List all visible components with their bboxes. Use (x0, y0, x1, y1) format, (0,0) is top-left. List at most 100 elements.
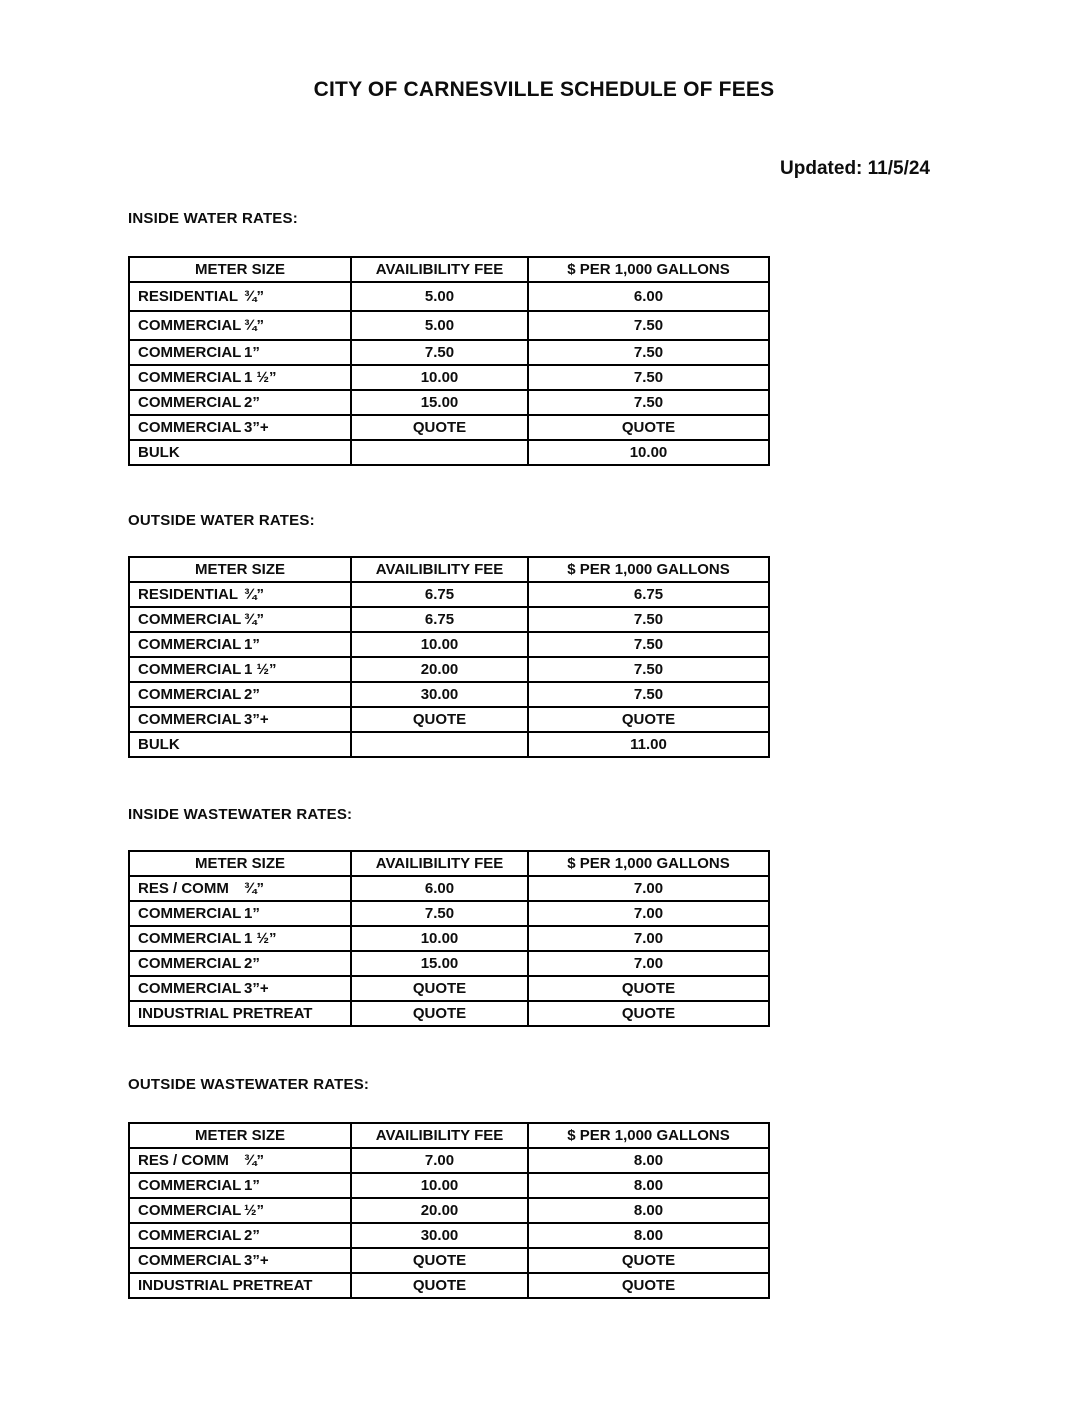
table-row: COMMERCIAL 1” 7.50 7.00 (128, 900, 770, 927)
customer-type: RESIDENTIAL (138, 288, 239, 305)
per-1000-gallons: 7.50 (527, 606, 770, 633)
table-row: COMMERCIAL 2” 15.00 7.50 (128, 389, 770, 416)
per-1000-gallons: 7.50 (527, 310, 770, 341)
per-1000-gallons: QUOTE (527, 706, 770, 733)
col-header-per-1000-gallons: $ PER 1,000 GALLONS (527, 556, 770, 583)
meter-size: ¾” (244, 288, 265, 305)
meter-size: ¾” (244, 586, 265, 603)
meter-size: 3”+ (244, 419, 269, 436)
per-1000-gallons: 7.50 (527, 681, 770, 708)
customer-type: COMMERCIAL (138, 661, 242, 678)
customer-type: COMMERCIAL (138, 905, 242, 922)
customer-type: COMMERCIAL (138, 419, 242, 436)
customer-type: RES / COMM (138, 880, 229, 897)
availability-fee: 20.00 (350, 1197, 529, 1224)
availability-fee: 6.00 (350, 875, 529, 902)
customer-type: COMMERCIAL (138, 711, 242, 728)
table-row: COMMERCIAL 1” 7.50 7.50 (128, 339, 770, 366)
table-row: COMMERCIAL 1 ½” 10.00 7.50 (128, 364, 770, 391)
table-row: RES / COMM ¾” 7.00 8.00 (128, 1147, 770, 1174)
section-heading-inside-wastewater: INSIDE WASTEWATER RATES: (128, 806, 353, 823)
customer-type: COMMERCIAL (138, 636, 242, 653)
availability-fee: QUOTE (350, 1272, 529, 1299)
col-header-meter-size: METER SIZE (128, 556, 352, 583)
per-1000-gallons: 7.00 (527, 900, 770, 927)
table-row: COMMERCIAL ½” 20.00 8.00 (128, 1197, 770, 1224)
per-1000-gallons: 6.00 (527, 281, 770, 312)
availability-fee (350, 439, 529, 466)
per-1000-gallons: 8.00 (527, 1147, 770, 1174)
availability-fee: 7.00 (350, 1147, 529, 1174)
meter-size: 2” (244, 394, 260, 411)
availability-fee: 10.00 (350, 925, 529, 952)
updated-date: Updated: 11/5/24 (780, 158, 930, 179)
meter-size: 1” (244, 636, 260, 653)
inside-water-rates-table: METER SIZE AVAILIBILITY FEE $ PER 1,000 … (128, 256, 770, 466)
customer-type: COMMERCIAL (138, 1227, 242, 1244)
meter-size: 1” (244, 905, 260, 922)
col-header-availability-fee: AVAILIBILITY FEE (350, 556, 529, 583)
section-heading-inside-water: INSIDE WATER RATES: (128, 210, 298, 227)
availability-fee: 15.00 (350, 950, 529, 977)
availability-fee: 30.00 (350, 1222, 529, 1249)
meter-size: 1” (244, 344, 260, 361)
customer-type: BULK (138, 444, 180, 461)
customer-type: COMMERCIAL (138, 1252, 242, 1269)
page-title: CITY OF CARNESVILLE SCHEDULE OF FEES (313, 78, 775, 101)
col-header-per-1000-gallons: $ PER 1,000 GALLONS (527, 256, 770, 283)
table-row: COMMERCIAL 3”+ QUOTE QUOTE (128, 1247, 770, 1274)
customer-type: COMMERCIAL (138, 317, 242, 334)
customer-type: COMMERCIAL (138, 980, 242, 997)
per-1000-gallons: 11.00 (527, 731, 770, 758)
availability-fee: 5.00 (350, 281, 529, 312)
per-1000-gallons: QUOTE (527, 975, 770, 1002)
availability-fee: 6.75 (350, 606, 529, 633)
availability-fee: QUOTE (350, 975, 529, 1002)
section-heading-outside-wastewater: OUTSIDE WASTEWATER RATES: (128, 1076, 370, 1093)
table-row: COMMERCIAL 3”+ QUOTE QUOTE (128, 975, 770, 1002)
meter-size: ¾” (244, 1152, 265, 1169)
customer-type: INDUSTRIAL PRETREAT (138, 1277, 313, 1294)
table-header-row: METER SIZE AVAILIBILITY FEE $ PER 1,000 … (128, 256, 770, 283)
per-1000-gallons: 8.00 (527, 1197, 770, 1224)
col-header-availability-fee: AVAILIBILITY FEE (350, 256, 529, 283)
table-row: RES / COMM ¾” 6.00 7.00 (128, 875, 770, 902)
table-row: COMMERCIAL 1 ½” 10.00 7.00 (128, 925, 770, 952)
col-header-availability-fee: AVAILIBILITY FEE (350, 1122, 529, 1149)
availability-fee: 7.50 (350, 339, 529, 366)
per-1000-gallons: QUOTE (527, 1000, 770, 1027)
meter-size: 1 ½” (244, 369, 277, 386)
per-1000-gallons: 7.00 (527, 875, 770, 902)
availability-fee: 10.00 (350, 631, 529, 658)
table-row: COMMERCIAL ¾” 5.00 7.50 (128, 310, 770, 341)
per-1000-gallons: 7.00 (527, 950, 770, 977)
availability-fee (350, 731, 529, 758)
availability-fee: QUOTE (350, 414, 529, 441)
availability-fee: QUOTE (350, 1247, 529, 1274)
customer-type: RESIDENTIAL (138, 586, 239, 603)
meter-size: 2” (244, 686, 260, 703)
table-row: BULK 11.00 (128, 731, 770, 758)
meter-size: 3”+ (244, 1252, 269, 1269)
availability-fee: 5.00 (350, 310, 529, 341)
table-row: COMMERCIAL 2” 30.00 8.00 (128, 1222, 770, 1249)
per-1000-gallons: 8.00 (527, 1172, 770, 1199)
table-row: INDUSTRIAL PRETREAT QUOTE QUOTE (128, 1000, 770, 1027)
table-row: COMMERCIAL 3”+ QUOTE QUOTE (128, 706, 770, 733)
table-row: COMMERCIAL 1 ½” 20.00 7.50 (128, 656, 770, 683)
per-1000-gallons: 7.00 (527, 925, 770, 952)
customer-type: COMMERCIAL (138, 394, 242, 411)
meter-size: ½” (244, 1202, 265, 1219)
customer-type: INDUSTRIAL PRETREAT (138, 1005, 313, 1022)
customer-type: COMMERCIAL (138, 611, 242, 628)
table-row: COMMERCIAL 2” 30.00 7.50 (128, 681, 770, 708)
customer-type: COMMERCIAL (138, 1177, 242, 1194)
table-row: BULK 10.00 (128, 439, 770, 466)
per-1000-gallons: QUOTE (527, 1272, 770, 1299)
availability-fee: 10.00 (350, 1172, 529, 1199)
table-header-row: METER SIZE AVAILIBILITY FEE $ PER 1,000 … (128, 850, 770, 877)
col-header-per-1000-gallons: $ PER 1,000 GALLONS (527, 850, 770, 877)
per-1000-gallons: 6.75 (527, 581, 770, 608)
per-1000-gallons: 7.50 (527, 364, 770, 391)
table-row: RESIDENTIAL ¾” 6.75 6.75 (128, 581, 770, 608)
